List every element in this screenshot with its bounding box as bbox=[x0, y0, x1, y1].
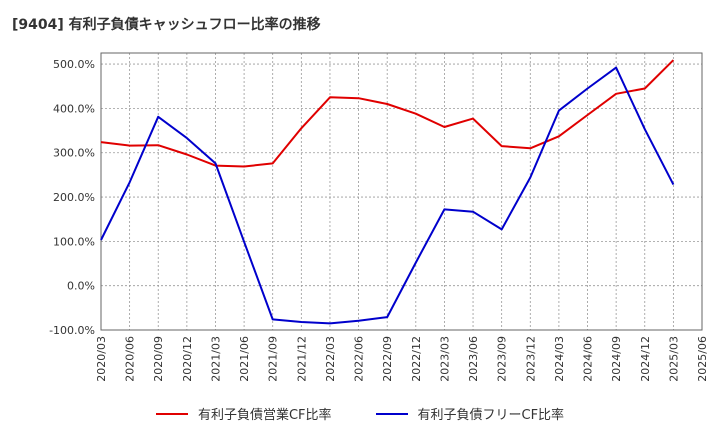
y-tick-label: 100.0% bbox=[53, 235, 95, 248]
legend-swatch-operating-cf bbox=[155, 412, 188, 415]
x-tick-label: 2021/03 bbox=[209, 336, 222, 382]
y-tick-label: 400.0% bbox=[53, 102, 95, 115]
x-tick-label: 2020/06 bbox=[124, 336, 137, 382]
y-tick-label: 300.0% bbox=[53, 147, 95, 160]
legend-label-free-cf: 有利子負債フリーCF比率 bbox=[417, 408, 565, 423]
x-tick-label: 2022/06 bbox=[353, 336, 366, 382]
x-tick-label: 2020/12 bbox=[181, 336, 194, 382]
x-tick-label: 2023/06 bbox=[467, 336, 480, 382]
x-tick-label: 2024/09 bbox=[610, 336, 623, 382]
series-line-operating-cf bbox=[100, 59, 675, 168]
y-tick-label: 200.0% bbox=[53, 191, 95, 204]
legend-swatch-free-cf bbox=[375, 412, 408, 415]
x-tick-label: 2020/09 bbox=[152, 336, 165, 382]
x-tick-label: 2023/09 bbox=[496, 336, 509, 382]
x-tick-label: 2021/12 bbox=[295, 336, 308, 382]
x-tick-label: 2020/03 bbox=[95, 336, 108, 382]
y-tick-label: 0.0% bbox=[67, 280, 95, 293]
y-tick-label: -100.0% bbox=[49, 324, 95, 337]
x-tick-label: 2024/03 bbox=[553, 336, 566, 382]
series-line-free-cf bbox=[100, 66, 675, 325]
legend: 有利子負債営業CF比率 有利子負債フリーCF比率 bbox=[0, 404, 720, 423]
x-tick-label: 2025/03 bbox=[667, 336, 680, 382]
x-tick-label: 2023/12 bbox=[524, 336, 537, 382]
x-tick-label: 2021/09 bbox=[267, 336, 280, 382]
legend-item-free-cf: 有利子負債フリーCF比率 bbox=[375, 404, 565, 423]
x-axis-ticks: 2020/03 2020/06 2020/09 2020/12 2021/03 2021/… bbox=[95, 336, 709, 382]
x-tick-label: 2024/06 bbox=[582, 336, 595, 382]
legend-label-operating-cf: 有利子負債営業CF比率 bbox=[197, 408, 332, 423]
x-tick-label: 2023/03 bbox=[438, 336, 451, 382]
y-tick-label: 500.0% bbox=[53, 58, 95, 71]
x-tick-label: 2022/09 bbox=[381, 336, 394, 382]
x-tick-label: 2022/12 bbox=[410, 336, 423, 382]
plot-frame bbox=[100, 52, 703, 331]
x-tick-label: 2021/06 bbox=[238, 336, 251, 382]
x-tick-label: 2022/03 bbox=[324, 336, 337, 382]
y-axis-ticks: -100.0% 0.0% 100.0% 200.0% 300.0% 400.0% 500.0… bbox=[49, 58, 95, 337]
x-tick-label: 2025/06 bbox=[696, 336, 709, 382]
chart-title: [9404] 有利子負債キャッシュフロー比率の推移 bbox=[12, 17, 321, 33]
series-layer bbox=[100, 59, 675, 325]
x-tick-label: 2024/12 bbox=[639, 336, 652, 382]
legend-item-operating-cf: 有利子負債営業CF比率 bbox=[155, 404, 332, 423]
